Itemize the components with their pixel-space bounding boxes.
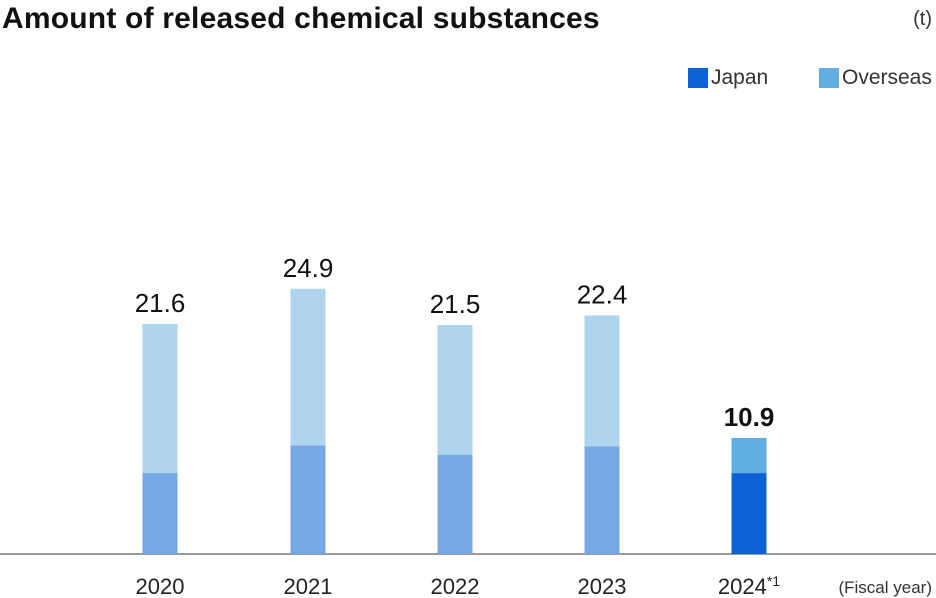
legend-item-japan: Japan (688, 66, 768, 90)
total-label: 24.9 (283, 253, 334, 283)
total-label: 10.9 (724, 402, 775, 432)
bar-overseas-2020 (142, 323, 178, 474)
x-tick-label: 2022 (431, 574, 480, 598)
bar-japan-2023 (584, 446, 620, 554)
bar-japan-2020 (142, 473, 178, 554)
x-tick-label: 2021 (284, 574, 333, 598)
legend-label-overseas: Overseas (842, 66, 932, 89)
bar-overseas-2022 (437, 325, 473, 455)
x-tick-label: 2023 (578, 574, 627, 598)
legend-swatch-japan (688, 68, 708, 88)
bar-overseas-2023 (584, 315, 620, 447)
bar-japan-2022 (437, 454, 473, 554)
bar-overseas-2021 (290, 288, 326, 446)
x-tick-label: 2024*1 (718, 573, 780, 598)
x-tick-label: 2020 (136, 574, 185, 598)
unit-label: (t) (913, 8, 932, 30)
total-label: 21.6 (135, 288, 186, 318)
chart-title: Amount of released chemical substances (2, 2, 600, 35)
bar-japan-2021 (290, 445, 326, 554)
legend-label-japan: Japan (711, 66, 769, 89)
total-label: 21.5 (430, 289, 481, 319)
legend-swatch-overseas (819, 68, 839, 88)
legend-item-overseas: Overseas (819, 66, 932, 90)
x-axis-unit-label: (Fiscal year) (838, 578, 932, 597)
bar-japan-20241 (731, 473, 767, 554)
total-label: 22.4 (577, 279, 628, 309)
bar-overseas-20241 (731, 437, 767, 474)
